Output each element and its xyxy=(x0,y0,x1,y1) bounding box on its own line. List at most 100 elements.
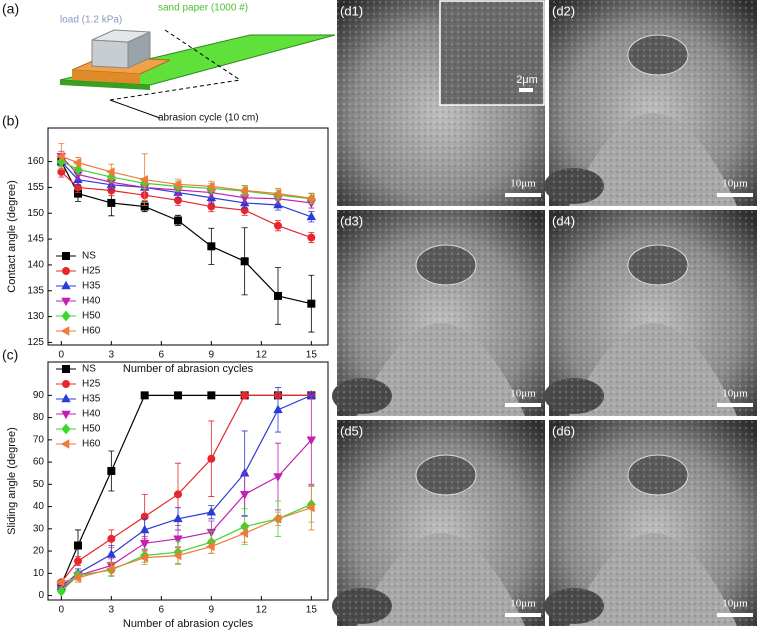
legend-label: H60 xyxy=(82,439,101,450)
y-tick-label: 80 xyxy=(33,412,45,423)
legend-marker xyxy=(61,297,71,307)
y-tick-label: 50 xyxy=(33,479,45,490)
y-tick-label: 20 xyxy=(33,546,45,557)
sem-image: (d6) 10μm xyxy=(544,420,757,626)
data-point xyxy=(273,404,283,414)
legend-label: H40 xyxy=(82,296,101,307)
x-tick-label: 0 xyxy=(59,350,65,361)
data-point xyxy=(306,193,315,203)
data-point xyxy=(56,151,65,162)
data-point xyxy=(274,291,282,300)
texture xyxy=(337,420,545,626)
data-point xyxy=(139,524,150,534)
sem-image: (d4) 10μm xyxy=(544,210,757,416)
guide xyxy=(164,29,241,81)
inset-scale-bar xyxy=(519,88,533,92)
x-tick-label: 12 xyxy=(256,350,268,361)
data-point xyxy=(174,391,182,400)
y-tick-label: 130 xyxy=(27,311,44,322)
data-point xyxy=(74,557,82,566)
legend-label: H50 xyxy=(82,424,101,435)
data-point xyxy=(139,539,150,549)
y-tick-label: 140 xyxy=(27,260,44,271)
data-point xyxy=(107,534,116,543)
data-point xyxy=(72,573,82,583)
data-point xyxy=(106,549,117,558)
data-point xyxy=(72,157,82,168)
sem-image: (d1) 10μm 2μm xyxy=(337,0,545,206)
image-label: (d5) xyxy=(340,423,363,438)
image-label: (d1) xyxy=(340,3,363,18)
legend-marker xyxy=(61,423,71,435)
data-point xyxy=(140,391,149,400)
scale-label: 10μm xyxy=(510,178,536,190)
data-point xyxy=(74,541,82,550)
sem-image: (d2) 10μm xyxy=(544,0,757,206)
x-tick-label: 6 xyxy=(159,350,165,361)
panel-label: (b) xyxy=(2,113,19,129)
y-tick-label: 135 xyxy=(27,285,44,296)
x-tick-label: 15 xyxy=(306,350,318,361)
substrate-side xyxy=(72,70,140,84)
x-axis-title: Number of abrasion cycles xyxy=(123,363,254,375)
panel-label: (a) xyxy=(2,1,19,17)
legend-marker xyxy=(62,252,70,260)
data-point xyxy=(106,167,115,177)
legend-marker xyxy=(60,326,70,336)
legend-label: H50 xyxy=(82,311,101,322)
legend-label: NS xyxy=(82,251,96,262)
scale-label: 10μm xyxy=(510,388,536,400)
cycle-label: abrasion cycle (10 cm) xyxy=(158,113,259,124)
data-point xyxy=(56,585,66,597)
guide xyxy=(109,79,241,101)
data-point xyxy=(239,491,250,500)
legend-label: H25 xyxy=(82,379,101,390)
data-point xyxy=(139,553,148,563)
y-tick-label: 155 xyxy=(27,182,44,193)
legend-marker xyxy=(61,410,71,420)
y-tick-label: 0 xyxy=(38,590,44,601)
data-point xyxy=(206,181,215,192)
scale-label: 10μm xyxy=(722,388,748,400)
image-label: (d2) xyxy=(552,3,575,18)
legend-label: H25 xyxy=(82,266,101,277)
load-top xyxy=(91,29,151,43)
image-label: (d3) xyxy=(340,213,363,228)
x-tick-label: 9 xyxy=(209,605,215,616)
legend-label: H60 xyxy=(82,326,101,337)
legend-label: H40 xyxy=(82,409,101,420)
legend-label: H35 xyxy=(82,394,101,405)
data-point xyxy=(207,454,216,463)
load-front xyxy=(91,39,129,69)
data-point xyxy=(106,564,115,574)
y-tick-label: 150 xyxy=(27,208,44,219)
scale-bar xyxy=(505,403,541,407)
image-label: (d4) xyxy=(552,213,575,228)
data-point xyxy=(206,541,215,552)
image-label: (d6) xyxy=(552,423,575,438)
data-point xyxy=(307,233,316,242)
sem-image: (d3) 10μm xyxy=(332,210,545,416)
data-point xyxy=(107,198,116,207)
data-point xyxy=(174,216,182,225)
x-tick-label: 3 xyxy=(109,350,115,361)
data-point xyxy=(207,202,216,211)
legend-marker xyxy=(61,280,71,290)
data-point xyxy=(107,466,116,475)
scale-label: 10μm xyxy=(722,178,748,190)
data-point xyxy=(307,299,316,308)
guide xyxy=(109,99,161,119)
inset-texture xyxy=(441,2,543,104)
scale-bar xyxy=(717,403,753,407)
x-tick-label: 9 xyxy=(209,350,215,361)
legend-marker xyxy=(61,310,71,322)
legend-marker xyxy=(62,365,70,373)
scale-bar xyxy=(717,193,753,197)
plot-frame xyxy=(47,127,329,346)
load-label: load (1.2 kPa) xyxy=(60,15,122,26)
data-point xyxy=(306,436,317,446)
y-tick-label: 145 xyxy=(27,234,44,245)
y-tick-label: 160 xyxy=(27,156,44,167)
